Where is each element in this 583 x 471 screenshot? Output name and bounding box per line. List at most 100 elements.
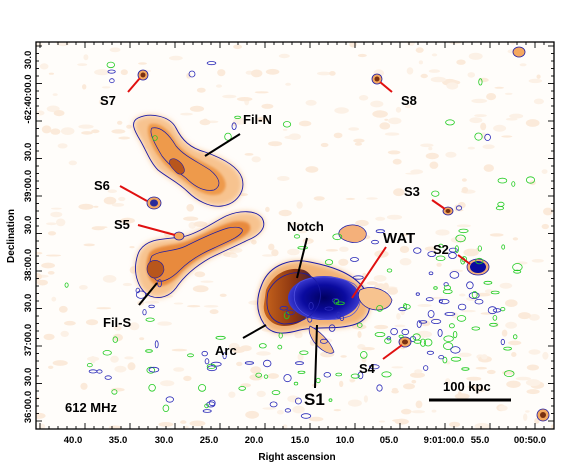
negative-contour bbox=[328, 398, 333, 402]
noise-speckle bbox=[425, 152, 439, 160]
negative-contour bbox=[271, 390, 281, 396]
noise-speckle bbox=[111, 129, 126, 134]
noise-speckle bbox=[456, 224, 471, 228]
noise-speckle bbox=[339, 380, 344, 388]
fil-s-emission bbox=[135, 211, 265, 299]
noise-speckle bbox=[420, 73, 428, 79]
noise-speckle bbox=[370, 100, 384, 108]
noise-speckle bbox=[372, 110, 388, 118]
noise-speckle bbox=[236, 97, 253, 102]
noise-speckle bbox=[505, 321, 517, 329]
noise-speckle bbox=[160, 380, 175, 387]
noise-speckle bbox=[192, 285, 209, 293]
noise-contour bbox=[201, 350, 208, 357]
noise-speckle bbox=[445, 378, 451, 386]
noise-speckle bbox=[298, 230, 307, 234]
negative-contour bbox=[299, 350, 309, 355]
noise-speckle bbox=[52, 93, 58, 96]
noise-speckle bbox=[91, 226, 105, 231]
central-emission bbox=[257, 224, 393, 354]
noise-speckle bbox=[366, 281, 378, 286]
noise-speckle bbox=[459, 293, 466, 297]
noise-speckle bbox=[138, 62, 147, 65]
label-fil-n: Fil-N bbox=[243, 112, 272, 127]
noise-speckle bbox=[329, 71, 336, 76]
negative-contour bbox=[111, 389, 118, 395]
noise-speckle bbox=[245, 410, 259, 419]
noise-speckle bbox=[354, 142, 362, 146]
noise-speckle bbox=[358, 95, 369, 101]
noise-speckle bbox=[113, 325, 122, 331]
noise-contour bbox=[487, 306, 497, 315]
noise-speckle bbox=[196, 87, 206, 93]
noise-speckle bbox=[199, 119, 211, 126]
negative-contour bbox=[403, 303, 408, 310]
noise-speckle bbox=[124, 356, 134, 360]
noise-speckle bbox=[456, 59, 466, 65]
noise-speckle bbox=[528, 78, 543, 84]
noise-speckle bbox=[85, 319, 99, 326]
noise-speckle bbox=[180, 112, 193, 116]
noise-speckle bbox=[431, 53, 438, 57]
noise-speckle bbox=[265, 206, 270, 213]
noise-speckle bbox=[436, 262, 442, 267]
noise-speckle bbox=[393, 188, 405, 197]
noise-contour bbox=[165, 396, 174, 403]
negative-contour bbox=[413, 339, 422, 344]
negative-contour bbox=[450, 356, 462, 362]
negative-contour bbox=[215, 335, 226, 340]
noise-speckle bbox=[296, 201, 303, 209]
negative-contour bbox=[332, 233, 343, 241]
negative-contour bbox=[145, 317, 155, 322]
noise-speckle bbox=[420, 143, 434, 148]
negative-contour bbox=[102, 350, 112, 356]
noise-speckle bbox=[80, 382, 88, 390]
noise-contour bbox=[206, 61, 217, 66]
y-tick-label: 30.0 bbox=[23, 216, 34, 235]
noise-speckle bbox=[111, 203, 125, 207]
noise-contour bbox=[336, 311, 341, 319]
noise-speckle bbox=[139, 337, 145, 341]
noise-speckle bbox=[236, 361, 243, 367]
x-tick-label: 20.0 bbox=[245, 435, 264, 446]
noise-contour bbox=[449, 271, 460, 279]
noise-speckle bbox=[424, 246, 437, 252]
noise-speckle bbox=[498, 405, 508, 411]
noise-speckle bbox=[525, 410, 530, 413]
scale-bar-label: 100 kpc bbox=[443, 379, 491, 394]
noise-speckle bbox=[117, 120, 123, 125]
y-tick-labels: 36:00.0 30.0 37:00.0 30.0 38:00.0 30.0 3… bbox=[23, 51, 34, 423]
negative-contour bbox=[198, 384, 207, 392]
negative-contour bbox=[278, 332, 283, 339]
noise-contour bbox=[416, 320, 422, 328]
noise-contour bbox=[285, 309, 295, 316]
noise-speckle bbox=[400, 346, 405, 350]
negative-contour bbox=[350, 373, 360, 379]
negative-contour bbox=[335, 372, 343, 377]
noise-speckle bbox=[171, 348, 188, 352]
negative-contour bbox=[455, 234, 466, 243]
noise-speckle bbox=[454, 393, 470, 400]
noise-contour bbox=[428, 271, 434, 276]
x-tick-label: 15.0 bbox=[291, 435, 310, 446]
noise-speckle bbox=[292, 405, 305, 414]
noise-speckle bbox=[475, 366, 487, 370]
negative-contour bbox=[234, 115, 241, 119]
noise-speckle bbox=[284, 135, 298, 140]
noise-contour bbox=[444, 312, 456, 316]
negative-contour bbox=[152, 135, 158, 141]
noise-speckle bbox=[430, 76, 446, 83]
noise-contour bbox=[438, 355, 445, 360]
noise-contour bbox=[339, 315, 345, 321]
noise-speckle bbox=[373, 275, 387, 282]
noise-speckle bbox=[96, 307, 112, 310]
noise-speckle bbox=[120, 69, 128, 76]
source-s3 bbox=[442, 206, 454, 216]
compact-sources bbox=[137, 46, 550, 422]
noise-contour bbox=[109, 78, 115, 84]
noise-speckle bbox=[186, 72, 192, 79]
negative-contour bbox=[381, 371, 392, 378]
negative-contour bbox=[500, 306, 506, 312]
noise-speckle bbox=[43, 333, 55, 341]
negative-contour bbox=[501, 244, 506, 250]
